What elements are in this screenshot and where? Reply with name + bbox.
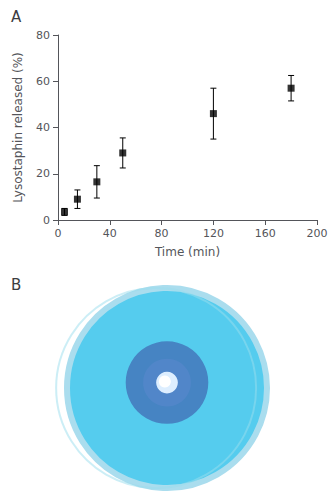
svg-text:0: 0 — [43, 214, 50, 227]
svg-text:B: B — [11, 276, 21, 294]
svg-text:Time (min): Time (min) — [154, 245, 220, 259]
svg-text:Lysostaphin released (%): Lysostaphin released (%) — [11, 52, 25, 203]
svg-text:80: 80 — [155, 227, 169, 240]
svg-text:0: 0 — [55, 227, 62, 240]
svg-text:20: 20 — [36, 167, 50, 180]
svg-text:120: 120 — [203, 227, 224, 240]
svg-text:40: 40 — [103, 227, 117, 240]
svg-text:60: 60 — [36, 75, 50, 88]
svg-text:40: 40 — [36, 121, 50, 134]
svg-text:160: 160 — [255, 227, 276, 240]
svg-text:A: A — [11, 8, 22, 26]
svg-text:200: 200 — [307, 227, 328, 240]
svg-text:80: 80 — [36, 29, 50, 42]
